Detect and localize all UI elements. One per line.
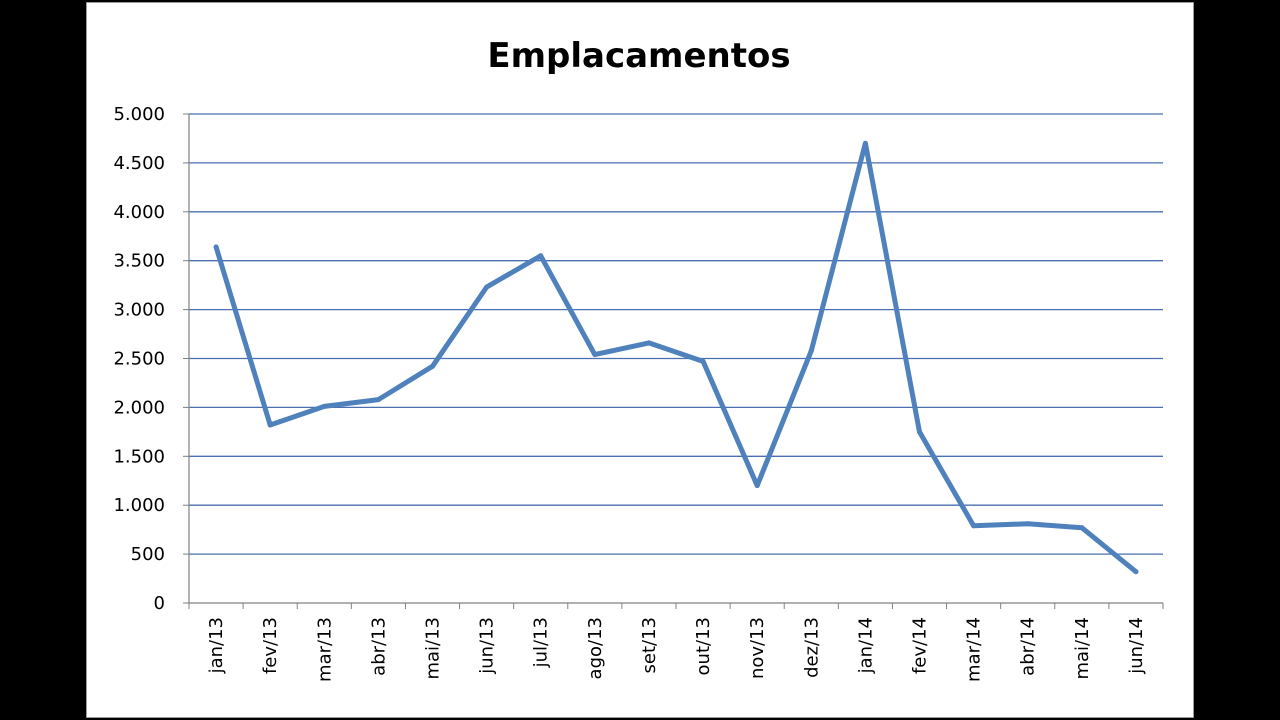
y-tick-label: 3.000 (113, 300, 165, 321)
y-tick-label: 5.000 (113, 104, 165, 125)
data-point (971, 523, 977, 529)
data-point (700, 358, 706, 364)
x-tick-label: set/13 (639, 617, 660, 673)
chart-title: Emplacamentos (487, 36, 790, 76)
data-point (1079, 525, 1085, 531)
x-tick-label: jun/13 (477, 617, 498, 675)
x-tick-label: fev/14 (910, 617, 931, 674)
y-tick-label: 2.500 (113, 349, 165, 370)
line-chart: Emplacamentos 0 500 1.000 1.500 2.000 2.500 3.… (113, 36, 1164, 682)
data-point (862, 140, 868, 146)
data-point (1025, 521, 1031, 527)
data-point (1133, 569, 1139, 575)
x-tick-label: dez/13 (801, 617, 822, 678)
x-tick-label: fev/13 (260, 617, 281, 674)
y-axis-ticks: 0 500 1.000 1.500 2.000 2.500 3.000 3.500 4.000 4… (113, 104, 165, 614)
x-tick-label: jun/14 (1126, 617, 1147, 675)
x-tick-label: out/13 (693, 617, 714, 675)
y-tick-label: 1.500 (113, 446, 165, 467)
data-point (592, 352, 598, 358)
x-tick-label: jan/13 (206, 617, 227, 674)
data-point (321, 403, 327, 409)
series-layer (213, 140, 1139, 575)
data-point (754, 483, 760, 489)
series-line (213, 140, 1139, 575)
x-tick-label: jan/14 (855, 617, 876, 674)
data-point (484, 284, 490, 290)
data-point (538, 253, 544, 259)
y-tick-label: 1.000 (113, 495, 165, 516)
y-tick-label: 3.500 (113, 251, 165, 272)
x-tick-label: jul/13 (531, 617, 552, 668)
data-point (430, 363, 435, 369)
x-tick-label: nov/13 (747, 617, 768, 679)
data-point (267, 422, 273, 428)
chart-frame: Emplacamentos 0 500 1.000 1.500 2.000 2.500 3.… (86, 2, 1194, 718)
y-tick-label: 2.000 (113, 397, 165, 418)
x-tick-label: mar/14 (964, 617, 985, 682)
x-tick-label: mar/13 (314, 617, 335, 682)
x-tick-label: ago/13 (585, 617, 606, 679)
data-point (646, 340, 652, 346)
x-tick-label: abr/14 (1018, 617, 1039, 676)
data-point (917, 429, 922, 435)
gridlines (189, 113, 1163, 555)
axes (183, 113, 1164, 609)
x-tick-label: abr/13 (368, 617, 389, 676)
x-tick-label: mai/14 (1072, 617, 1093, 680)
data-point (375, 397, 381, 403)
y-tick-label: 0 (154, 593, 165, 614)
y-tick-label: 500 (131, 544, 165, 565)
x-axis-ticks: jan/13 fev/13 mar/13 abr/13 mai/13 jun/13 jul/… (206, 617, 1147, 682)
y-tick-label: 4.500 (113, 153, 165, 174)
data-point (213, 244, 219, 250)
y-tick-label: 4.000 (113, 202, 165, 223)
data-point (808, 348, 814, 354)
x-tick-label: mai/13 (423, 617, 444, 680)
